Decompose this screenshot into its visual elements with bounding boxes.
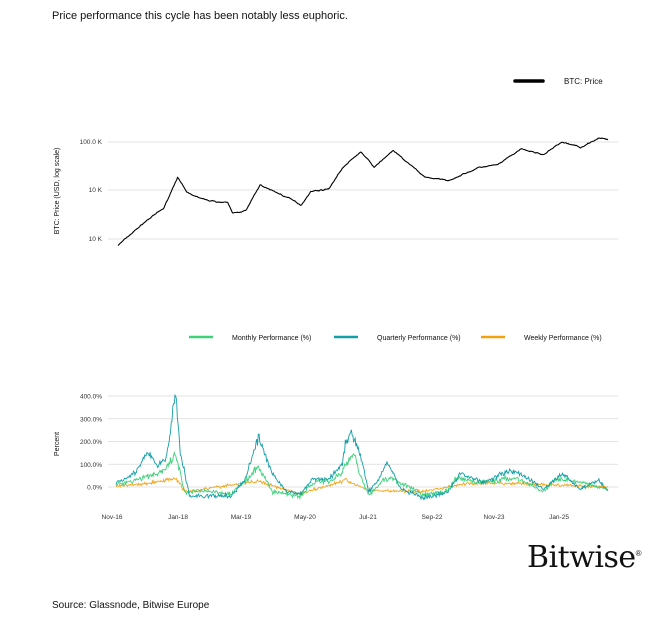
price-legend-label: BTC: Price — [564, 77, 603, 86]
price-y-tick: 10 K — [89, 187, 103, 194]
performance-y-tick: 0.0% — [87, 485, 102, 492]
performance-y-axis-label: Percent — [54, 432, 61, 456]
chart-title: Price performance this cycle has been no… — [52, 10, 348, 22]
brand-mark: ® — [635, 549, 642, 558]
quarterly-performance-line — [115, 393, 609, 501]
price-y-tick: 100.0 K — [80, 139, 103, 146]
performance-x-ticks: Nov-16 Jan-18 Mar-19 May-20 Jul-21 Sep-22 Nov-… — [102, 514, 570, 521]
performance-x-tick: Nov-23 — [484, 514, 505, 521]
price-y-axis-label: BTC: Price (USD, log scale) — [54, 148, 61, 235]
performance-legend: Monthly Performance (%) Quarterly Perfor… — [189, 335, 602, 342]
source-note: Source: Glassnode, Bitwise Europe — [52, 600, 210, 611]
performance-x-tick: Sep-22 — [422, 514, 443, 521]
performance-y-ticks: 0.0% 100.0% 200.0% 300.0% 400.0% — [80, 394, 102, 492]
performance-y-tick: 300.0% — [80, 416, 102, 423]
quarterly-legend-label: Quarterly Performance (%) — [377, 335, 461, 342]
weekly-legend-label: Weekly Performance (%) — [524, 335, 602, 342]
performance-x-tick: Jan-18 — [168, 514, 188, 521]
performance-x-tick: May-20 — [294, 514, 316, 521]
price-legend: BTC: Price — [513, 77, 603, 86]
performance-x-tick: Jul-21 — [359, 514, 377, 521]
price-y-ticks: 100.0 K 10 K 10 K — [80, 139, 103, 243]
btc-price-line — [117, 137, 609, 246]
performance-x-tick: Jan-25 — [549, 514, 569, 521]
price-gridlines — [108, 141, 618, 240]
price-y-tick: 10 K — [89, 236, 103, 243]
monthly-performance-line — [115, 451, 609, 501]
performance-x-tick: Mar-19 — [231, 514, 252, 521]
monthly-legend-label: Monthly Performance (%) — [232, 335, 311, 342]
brand-name: Bitwise — [527, 540, 636, 575]
performance-x-tick: Nov-16 — [102, 514, 123, 521]
performance-y-tick: 400.0% — [80, 394, 102, 401]
performance-y-tick: 100.0% — [80, 462, 102, 469]
performance-y-tick: 200.0% — [80, 439, 102, 446]
bitwise-logo: Bitwise® — [527, 540, 642, 575]
